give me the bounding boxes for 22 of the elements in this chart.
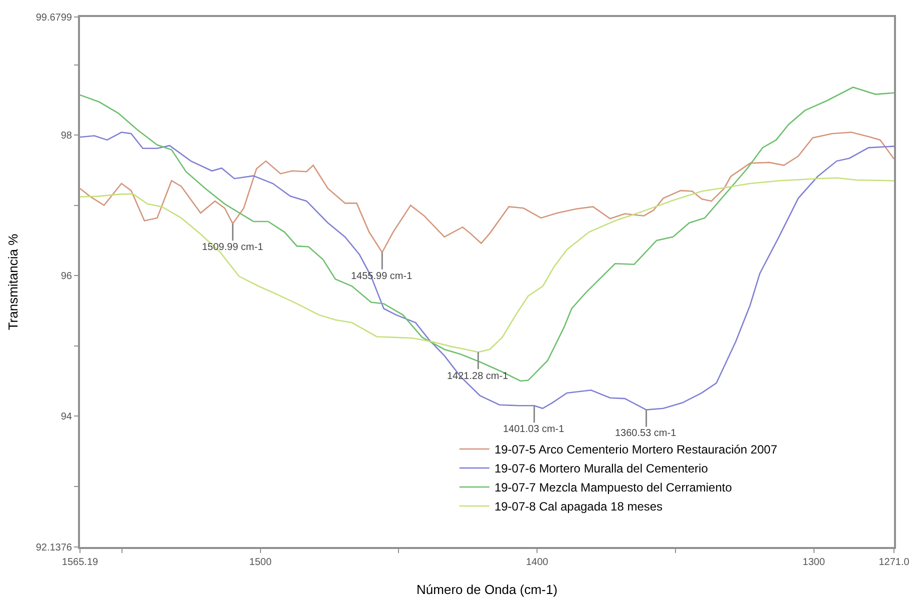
- x-tick-label: 1400: [526, 557, 549, 568]
- x-tick-label: 1300: [802, 557, 826, 568]
- y-tick-label: 98: [60, 130, 72, 142]
- annotation: 1401.03 cm-1: [503, 424, 565, 435]
- line-series: [80, 132, 894, 254]
- line-series: [80, 86, 894, 382]
- line-series: [80, 177, 894, 353]
- y-tick-label: 96: [60, 271, 72, 282]
- line-series: [80, 132, 894, 410]
- legend-label: 19-07-5 Arco Cementerio Mortero Restauración 2007: [494, 442, 778, 457]
- y-tick-label: 99.6799: [36, 12, 72, 24]
- legend-label: 19-07-6 Mortero Muralla del Cementerio: [494, 462, 708, 476]
- y-tick-label: 92.1376: [36, 542, 72, 554]
- x-tick-label: 1271.0: [878, 557, 910, 568]
- annotation: 1360.53 cm-1: [615, 428, 677, 439]
- y-axis-title: Transmitancia %: [5, 233, 20, 330]
- y-tick-label: 94: [60, 412, 72, 423]
- x-tick-label: 1500: [249, 557, 272, 568]
- x-tick-label: 1565.19: [62, 557, 99, 568]
- legend-label: 19-07-8 Cal apagada 18 meses: [494, 500, 663, 514]
- legend-label: 19-07-7 Mezcla Mampuesto del Cerramiento: [494, 480, 732, 495]
- x-axis-title: Número de Onda (cm-1): [416, 582, 558, 598]
